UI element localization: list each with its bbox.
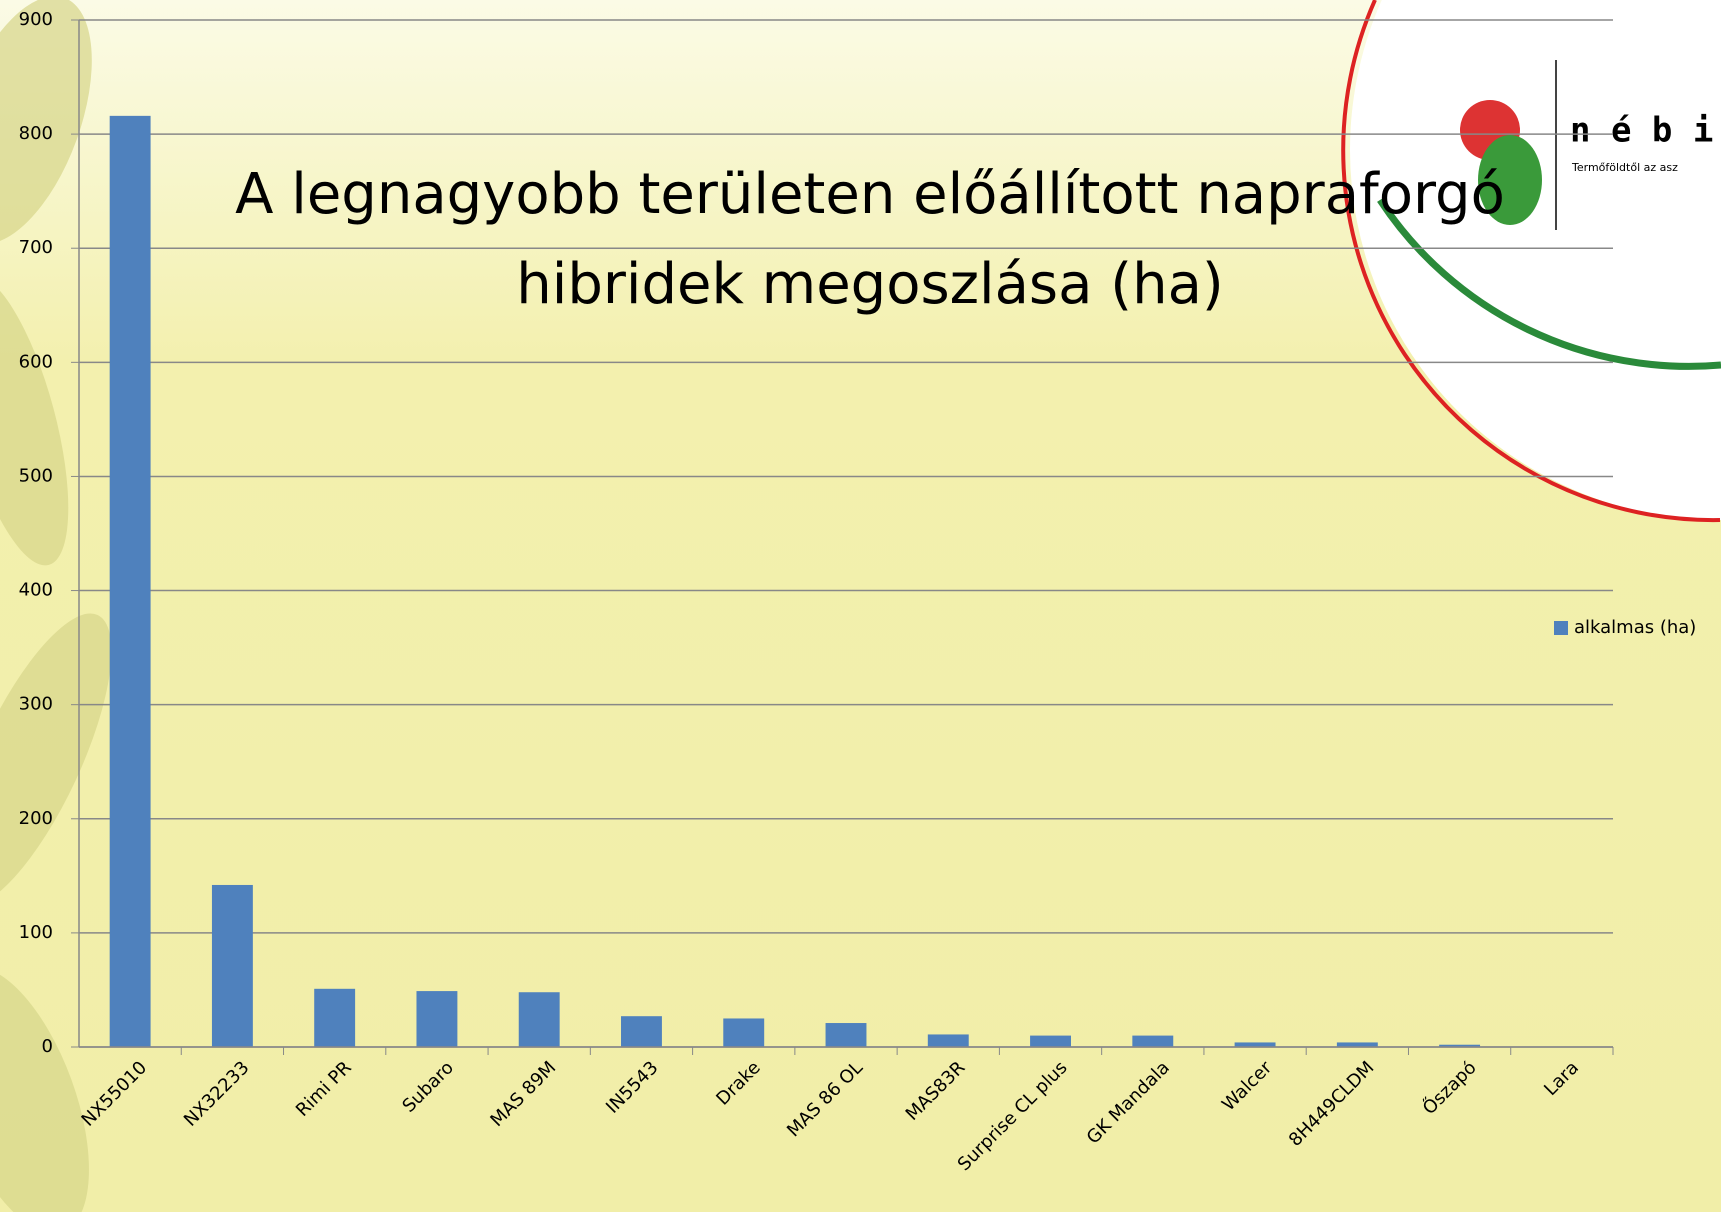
bar xyxy=(314,989,355,1047)
y-tick-label: 100 xyxy=(19,922,53,943)
x-tick-label: NX55010 xyxy=(78,1057,152,1131)
legend-label: alkalmas (ha) xyxy=(1574,617,1696,638)
x-tick-label: NX32233 xyxy=(180,1057,254,1131)
y-tick-label: 400 xyxy=(19,580,53,601)
x-tick-label: Walcer xyxy=(1218,1057,1276,1115)
y-tick-label: 700 xyxy=(19,237,53,258)
logo-name: n é b i xyxy=(1570,111,1713,151)
bar xyxy=(110,116,151,1047)
x-tick-label: MAS 86 OL xyxy=(783,1057,867,1141)
bar xyxy=(723,1018,764,1047)
bar xyxy=(1132,1036,1173,1047)
x-tick-label: Subaro xyxy=(398,1057,458,1117)
bar xyxy=(212,885,253,1047)
x-tick-label: Drake xyxy=(712,1057,764,1109)
logo-slogan: Termőföldtől az asz xyxy=(1571,161,1678,174)
chart-title: A legnagyobb területen előállított napra… xyxy=(160,150,1580,330)
x-tick-label: Surprise CL plus xyxy=(954,1057,1072,1175)
bar xyxy=(621,1016,662,1047)
slide: n é b i Termőföldtől az asz 0 100 200 300 40… xyxy=(0,0,1721,1212)
x-tick-label: MAS83R xyxy=(902,1057,970,1125)
legend-swatch xyxy=(1554,621,1568,635)
y-tick-label: 800 xyxy=(19,123,53,144)
bar xyxy=(1030,1036,1071,1047)
bar xyxy=(928,1034,969,1047)
y-tick-label: 200 xyxy=(19,808,53,829)
y-tick-label: 500 xyxy=(19,465,53,486)
x-tick-label: Rimi PR xyxy=(292,1057,356,1121)
bar xyxy=(416,991,457,1047)
x-tick-label: 8H449CLDM xyxy=(1285,1057,1379,1151)
x-tick-label: IN5543 xyxy=(602,1057,663,1118)
bar xyxy=(519,992,560,1047)
y-tick-label: 600 xyxy=(19,351,53,372)
x-tick-label: GK Mandala xyxy=(1083,1057,1174,1148)
x-tick-label: Lara xyxy=(1540,1057,1583,1100)
x-tick-label: Őszapó xyxy=(1418,1057,1481,1120)
y-tick-label: 300 xyxy=(19,694,53,715)
y-tick-label: 0 xyxy=(42,1036,53,1057)
y-tick-label: 900 xyxy=(19,9,53,30)
bar xyxy=(826,1023,867,1047)
x-tick-label: MAS 89M xyxy=(486,1057,560,1131)
